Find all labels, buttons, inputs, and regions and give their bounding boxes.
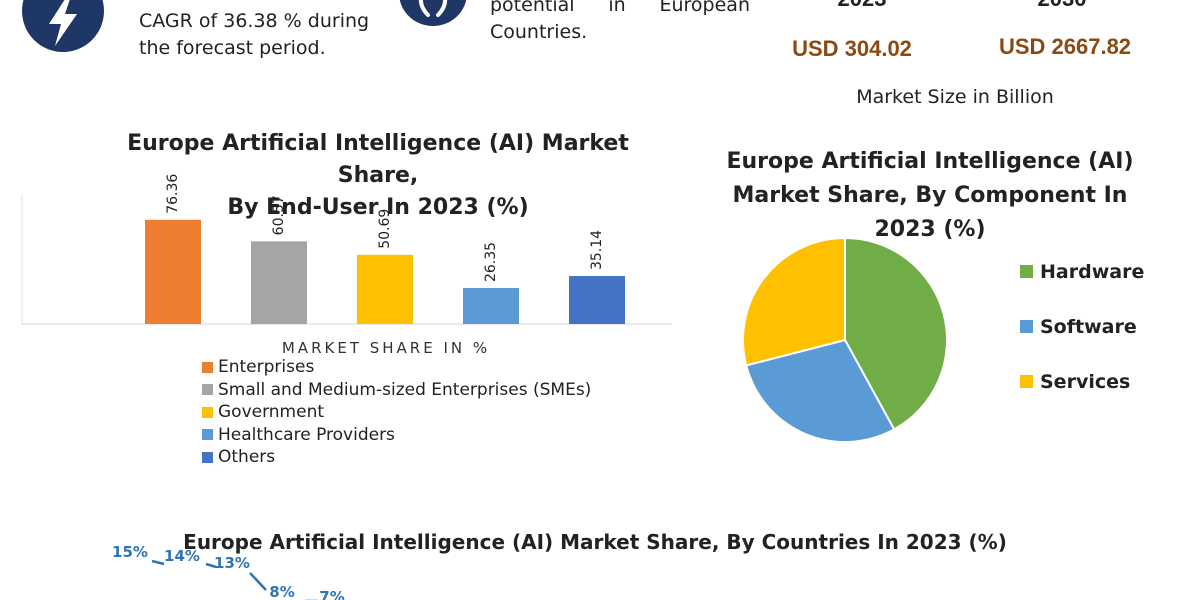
bar-chart-title: Europe Artificial Intelligence (AI) Mark… — [90, 128, 666, 224]
pie-legend-label-software: Software — [1040, 315, 1137, 338]
legend-item-others: Others — [202, 446, 591, 469]
legend-item-government: Government — [202, 401, 591, 424]
year-start: 2023 — [822, 0, 902, 12]
bar-value-label-government: 50.69 — [377, 209, 393, 249]
legend-item-healthcare: Healthcare Providers — [202, 424, 591, 447]
lightning-icon — [49, 0, 77, 46]
market-value-2030: USD 2667.82 — [998, 34, 1132, 59]
legend-label-government: Government — [218, 402, 325, 423]
bar-healthcare — [463, 288, 519, 324]
bar-chart-legend: Enterprises Small and Medium-sized Enter… — [202, 356, 591, 469]
pie-chart-title: Europe Artificial Intelligence (AI) Mark… — [700, 145, 1160, 247]
pie-legend-item-services: Services — [1020, 368, 1144, 395]
potential-icon-circle — [399, 0, 467, 26]
bar-value-label-others: 35.14 — [589, 230, 605, 270]
countries-value-label: 15% — [112, 543, 148, 561]
bar-value-label-healthcare: 26.35 — [483, 242, 499, 282]
bar-others — [569, 276, 625, 324]
year-end: 2030 — [1022, 0, 1102, 12]
market-size-label: Market Size in Billion — [856, 86, 1054, 108]
bar-chart-title-line1: Europe Artificial Intelligence (AI) Mark… — [127, 131, 629, 188]
legend-label-others: Others — [218, 447, 276, 468]
legend-swatch-others — [202, 451, 213, 463]
countries-value-label: 8% — [269, 583, 294, 600]
countries-value-label: 7% — [319, 588, 344, 600]
legend-swatch-smes — [202, 384, 213, 396]
countries-line-segment — [249, 572, 267, 591]
pie-slice-software — [744, 338, 896, 443]
pie-legend-item-software: Software — [1020, 313, 1144, 340]
legend-item-smes: Small and Medium-sized Enterprises (SMEs… — [202, 379, 591, 402]
legend-label-healthcare: Healthcare Providers — [218, 424, 395, 445]
pie-legend-swatch-services — [1020, 375, 1033, 388]
pie-chart-title-line2: Market Share, By Component In — [732, 183, 1128, 208]
cagr-text-line1: CAGR of 36.38 % during — [139, 10, 370, 32]
cagr-icon-circle — [22, 0, 104, 52]
bar-value-label-enterprises: 76.36 — [165, 174, 181, 214]
countries-line-segment — [205, 562, 217, 569]
bar-value-label-smes: 60.57 — [271, 195, 287, 235]
bar-government — [357, 254, 413, 324]
bar-smes — [251, 241, 307, 324]
pie-legend-swatch-hardware — [1020, 265, 1033, 278]
potential-word2: in — [608, 0, 626, 16]
pie-chart-title-line3: 2023 (%) — [874, 217, 986, 242]
countries-value-label: 13% — [214, 554, 250, 572]
countries-chart: 15% 14% 13% 8% 7% — [112, 543, 345, 600]
market-value-2023: USD 304.02 — [792, 36, 912, 61]
bar-enterprises — [145, 219, 201, 324]
pie-slice-hardware — [844, 236, 948, 431]
potential-text: potential in European Countries. — [490, 0, 750, 46]
pie-chart-legend: Hardware Software Services — [1020, 258, 1144, 395]
legend-label-smes: Small and Medium-sized Enterprises (SMEs… — [218, 379, 592, 400]
pie-chart-title-line1: Europe Artificial Intelligence (AI) — [726, 149, 1134, 174]
legend-swatch-enterprises — [202, 361, 213, 373]
pie-legend-item-hardware: Hardware — [1020, 258, 1144, 285]
cagr-text: CAGR of 36.38 % during the forecast peri… — [139, 8, 389, 62]
countries-line-segment — [151, 559, 165, 566]
pie-legend-label-hardware: Hardware — [1040, 260, 1145, 283]
potential-word3: European — [659, 0, 750, 16]
shield-icon — [418, 0, 448, 17]
pie-legend-label-services: Services — [1040, 370, 1131, 393]
legend-label-enterprises: Enterprises — [218, 357, 315, 378]
potential-word1: potential — [490, 0, 575, 16]
cagr-text-line2: the forecast period. — [139, 37, 326, 59]
pie-chart — [742, 236, 948, 443]
pie-slice-services — [742, 236, 846, 367]
bar-chart-xlabel: MARKET SHARE IN % — [281, 339, 491, 357]
countries-chart-title: Europe Artificial Intelligence (AI) Mark… — [183, 530, 1007, 554]
legend-item-enterprises: Enterprises — [202, 356, 591, 379]
countries-value-label: 14% — [164, 547, 200, 565]
legend-swatch-government — [202, 406, 213, 418]
legend-swatch-healthcare — [202, 429, 213, 441]
bar-chart-title-line2: By End-User In 2023 (%) — [227, 195, 529, 220]
bar-chart: 76.36 60.57 50.69 26.35 35.14 — [21, 174, 672, 325]
potential-line2: Countries. — [490, 21, 588, 43]
pie-legend-swatch-software — [1020, 320, 1033, 333]
